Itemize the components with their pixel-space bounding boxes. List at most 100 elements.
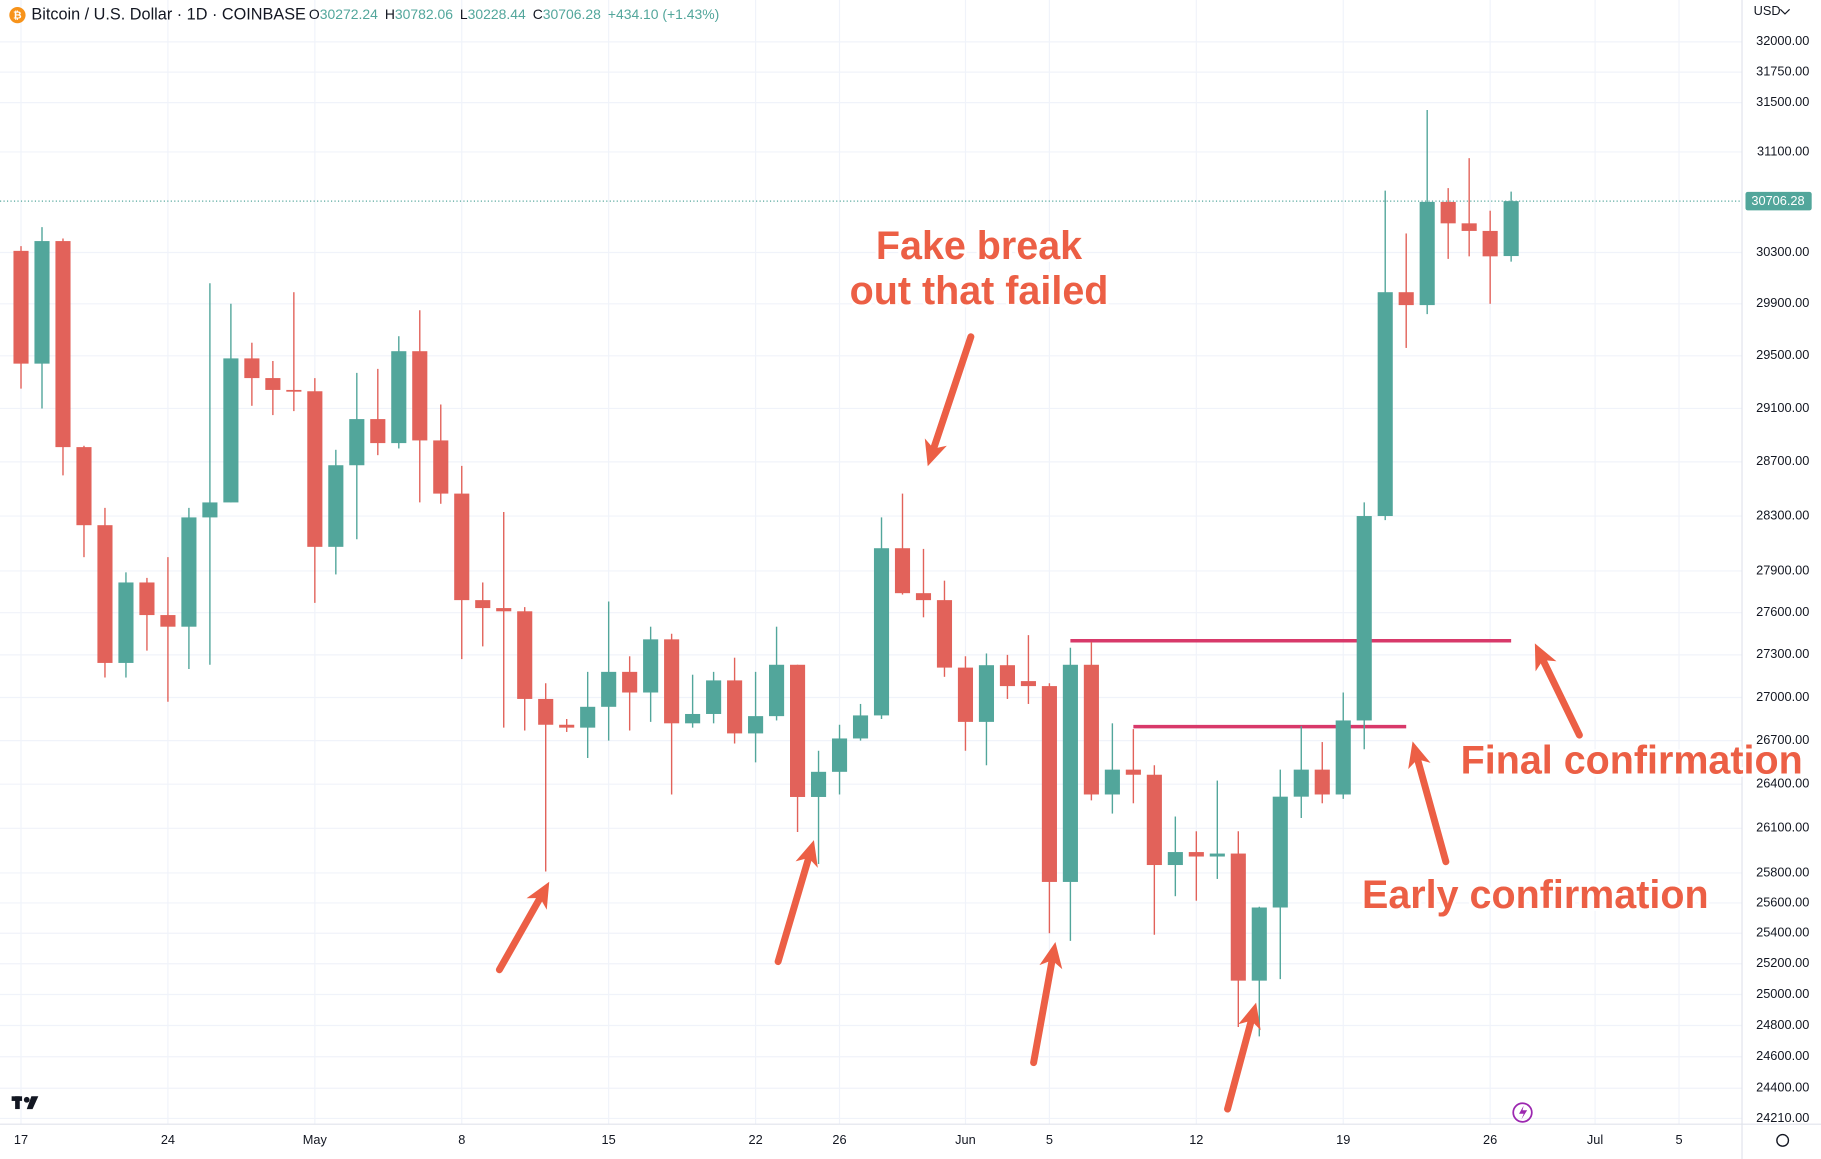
y-tick-label: 30300.00 [1756,244,1809,259]
y-tick-label: 24400.00 [1756,1080,1809,1095]
candle-body [957,667,974,722]
y-tick-label: 26100.00 [1756,820,1809,835]
candle-body [328,465,344,547]
y-tick-label: 26400.00 [1756,776,1809,791]
y-tick-label: 28300.00 [1756,507,1809,522]
candle-body [370,419,386,444]
y-tick-label: 27600.00 [1756,604,1809,619]
candle-body [34,241,50,364]
price-label-box [1745,191,1812,211]
candle-body [1482,230,1498,257]
x-tick-label: 26 [1483,1132,1497,1147]
candle-body [978,665,995,722]
price-label: 30706.28 [1751,193,1804,208]
y-tick-label: 25800.00 [1756,864,1809,879]
lightning-icon[interactable] [1512,1102,1533,1123]
y-tick-label: 24600.00 [1756,1048,1809,1063]
candle-body [538,698,554,725]
candle-body [1167,852,1183,866]
candle-body [391,351,407,444]
y-tick-label: 25000.00 [1756,986,1809,1001]
x-tick-label: 17 [14,1132,28,1147]
candle-body [936,600,953,668]
candle-body [1041,686,1057,882]
candle-body [433,440,449,494]
candle-body [1272,796,1288,908]
candle-body [727,680,743,734]
candle-body [160,615,176,627]
candle-body [580,706,596,728]
y-tick-label: 29100.00 [1756,400,1809,415]
annotation: Early confirmation [1362,873,1709,917]
candle-body [601,671,617,707]
bitcoin-icon [9,6,26,24]
x-tick-label: 5 [1046,1132,1053,1147]
y-tick-label: 29900.00 [1756,295,1809,310]
candle-body [349,419,365,466]
candle-body [852,715,869,739]
y-tick-label: 26700.00 [1756,732,1809,747]
candle-body [202,502,218,518]
candle-body [559,724,575,728]
x-tick-label: 15 [602,1132,616,1147]
candle-body [1020,681,1036,687]
y-tick-label: 25400.00 [1756,925,1809,940]
x-tick-label: 12 [1189,1132,1203,1147]
arrow [1534,643,1583,739]
y-tick-label: 25200.00 [1756,955,1809,970]
candle-body [76,447,92,526]
candle-body [181,517,197,627]
arrow [774,840,818,966]
y-tick-label: 24800.00 [1756,1017,1809,1032]
candle-body [1419,201,1435,306]
candle-body [475,600,491,609]
candle-body [1377,292,1393,517]
ohlc-value: 30228.44 [468,6,526,22]
candle-body [1293,769,1309,797]
x-tick-label: 26 [832,1132,846,1147]
candle-body [999,665,1015,687]
ohlc-value: 30706.28 [543,6,601,22]
candle-body [307,391,323,547]
y-tick-label: 25600.00 [1756,894,1809,909]
candle-body [1230,853,1246,981]
candle-body [244,358,260,379]
annotation: Final confirmation [1461,738,1803,782]
y-tick-label: 31500.00 [1756,94,1809,109]
settings-icon[interactable] [1776,1133,1790,1147]
tv-logo[interactable] [11,1096,39,1110]
grid [0,0,1743,1125]
candle-body [286,389,302,392]
candle-body [664,639,680,724]
candle-body [1251,907,1267,981]
candle-body [622,671,638,693]
candle-body [1188,852,1204,857]
ohlc-value: 30782.06 [395,6,453,22]
ohlc-label: H [385,6,395,22]
candle-body [454,493,470,601]
candle-body [1503,201,1519,257]
candle-body [831,738,848,772]
annotation: out that failed [850,269,1109,313]
arrow [924,333,975,467]
y-axis: 24210.00 24400.00 24600.00 24800.00 25000.00… [1756,33,1809,1125]
candle-body [1125,769,1141,775]
candle-body [1335,720,1351,795]
y-tick-label: 27900.00 [1756,562,1809,577]
ohlc-change: +434.10 (+1.43%) [608,6,719,22]
x-tick-label: 8 [458,1132,465,1147]
y-tick-label: 24210.00 [1756,1110,1809,1125]
y-tick-label: 27000.00 [1756,689,1809,704]
candle-body [643,639,659,693]
levels [1070,639,1512,729]
currency[interactable]: USD [1754,3,1781,18]
y-tick-label: 32000.00 [1756,33,1809,48]
candle-body [1209,853,1225,857]
x-tick-label: Jun [955,1132,976,1147]
x-tick-label: 5 [1675,1132,1682,1147]
ohlc-value: 30272.24 [320,6,378,22]
candle-body [706,680,722,714]
currency-dropdown[interactable] [1779,8,1791,15]
annotation: Fake break [876,224,1082,268]
